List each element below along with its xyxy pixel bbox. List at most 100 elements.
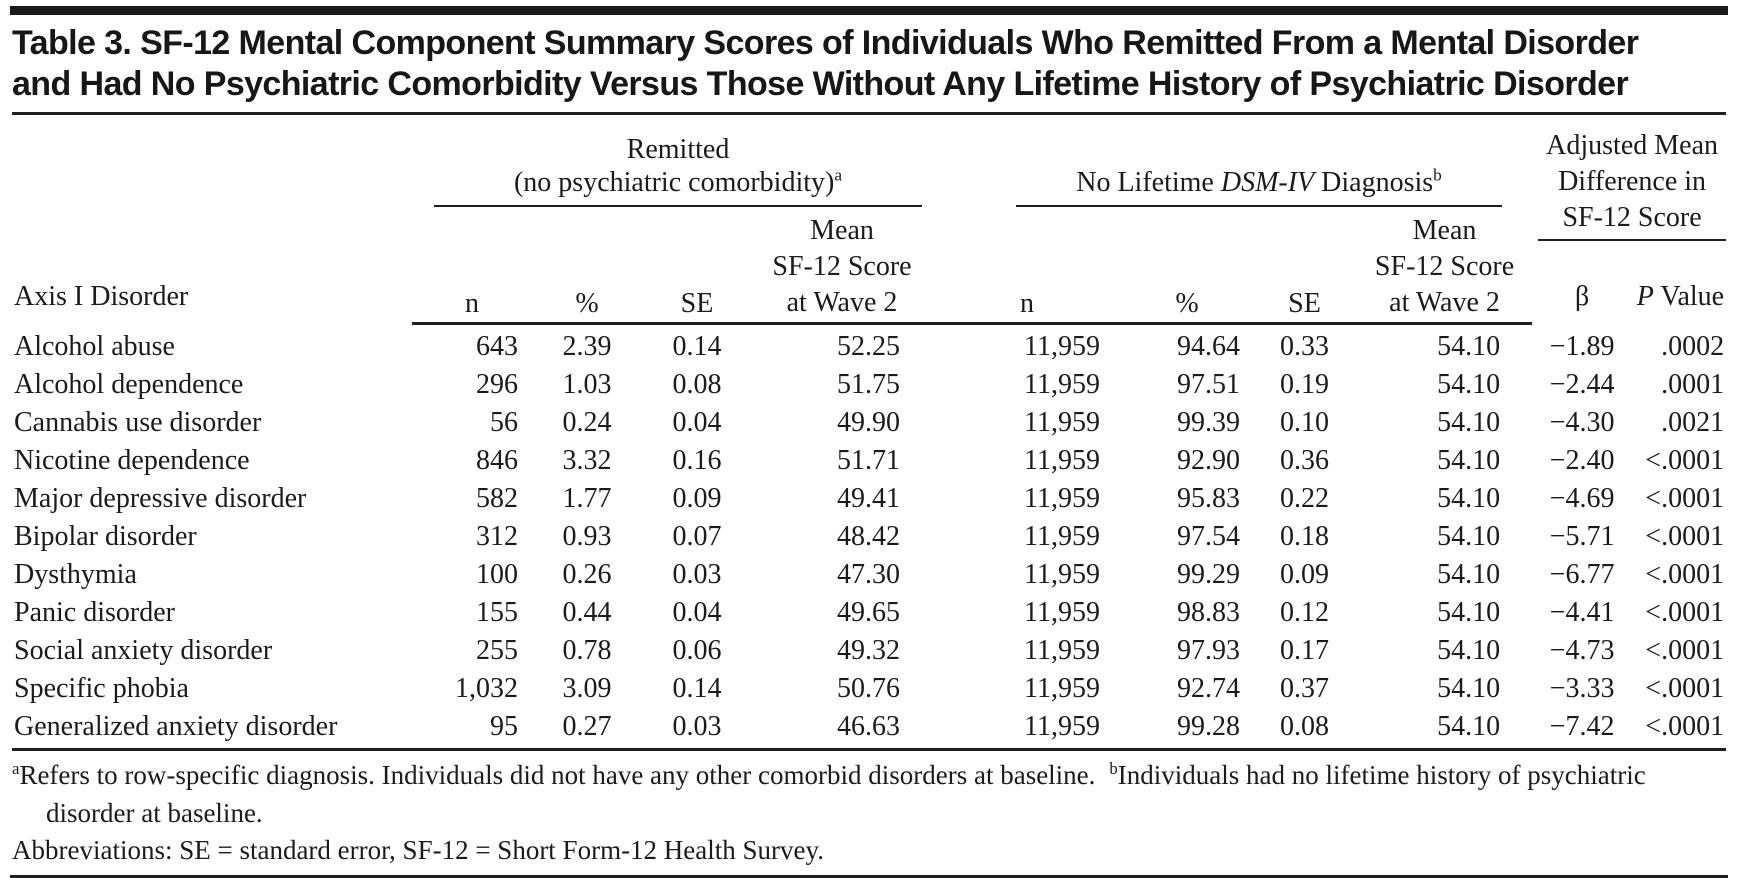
cell-beta: −4.73 <box>1549 635 1615 667</box>
adjusted-line2: Difference in <box>1558 165 1707 197</box>
cell-remitted-mean: 48.42 <box>837 521 901 553</box>
table-row: Major depressive disorder 582 1.77 0.09 … <box>12 480 1726 518</box>
cell-remitted-n: 56 <box>490 407 518 439</box>
cell-remitted-se: 0.14 <box>672 331 722 363</box>
cell-p-value: .0021 <box>1661 407 1725 439</box>
footnotes: aRefers to row-specific diagnosis. Indiv… <box>12 757 1726 869</box>
cell-p-value: <.0001 <box>1645 559 1725 591</box>
column-header-remitted-mean: Mean SF-12 Score at Wave 2 <box>752 206 933 326</box>
cell-disorder: Specific phobia <box>14 673 189 705</box>
table-row: Nicotine dependence 846 3.32 0.16 51.71 … <box>12 442 1726 480</box>
cell-remitted-pct: 1.77 <box>562 483 612 515</box>
stub-column-header: Axis I Disorder <box>14 280 189 312</box>
column-header-nolifetime-se: SE <box>1252 206 1358 326</box>
cell-nolifetime-pct: 97.93 <box>1177 635 1241 667</box>
column-header-remitted-se: SE <box>642 206 752 326</box>
cell-remitted-se: 0.04 <box>672 597 722 629</box>
cell-remitted-pct: 3.09 <box>562 673 612 705</box>
cell-nolifetime-se: 0.10 <box>1280 407 1330 439</box>
cell-p-value: <.0001 <box>1645 445 1725 477</box>
cell-remitted-pct: 0.78 <box>562 635 612 667</box>
footnote-marker-a: a <box>834 165 843 185</box>
cell-nolifetime-mean: 54.10 <box>1437 673 1501 705</box>
cell-nolifetime-pct: 92.90 <box>1177 445 1241 477</box>
column-header-remitted-n: n <box>412 206 532 326</box>
cell-disorder: Panic disorder <box>14 597 175 629</box>
cell-remitted-n: 95 <box>412 708 532 752</box>
cell-nolifetime-n: 11,959 <box>1024 369 1101 401</box>
cell-remitted-pct: 0.24 <box>562 407 612 439</box>
cell-remitted-n: 312 <box>476 521 518 553</box>
cell-disorder: Alcohol abuse <box>14 330 175 362</box>
cell-remitted-n: 100 <box>476 559 518 591</box>
column-header-nolifetime-pct: % <box>1122 206 1253 326</box>
cell-nolifetime-n: 11,959 <box>1024 445 1101 477</box>
cell-p-value: <.0001 <box>1645 635 1725 667</box>
table-row: Generalized anxiety disorder 95 0.27 0.0… <box>12 708 1727 752</box>
table-row: Cannabis use disorder 56 0.24 0.04 49.90… <box>12 404 1726 442</box>
paper-table-page: Table 3. SF-12 Mental Component Summary … <box>0 6 1738 878</box>
cell-beta: −2.44 <box>1549 369 1615 401</box>
cell-remitted-pct: 2.39 <box>562 331 612 363</box>
cell-remitted-pct: 0.44 <box>562 597 612 629</box>
cell-remitted-pct: 0.27 <box>532 708 642 752</box>
cell-nolifetime-n: 11,959 <box>1024 559 1101 591</box>
cell-disorder: Dysthymia <box>14 559 137 591</box>
cell-remitted-se: 0.03 <box>672 559 722 591</box>
cell-p-value: .0002 <box>1661 330 1725 362</box>
cell-remitted-n: 1,032 <box>455 673 518 705</box>
table-title-line1: Table 3. SF-12 Mental Component Summary … <box>12 24 1639 62</box>
group-header-remitted: Remitted (no psychiatric comorbidity)a <box>412 115 932 207</box>
cell-beta: −2.40 <box>1549 445 1615 477</box>
cell-nolifetime-mean: 54.10 <box>1357 708 1533 752</box>
adjusted-line3: SF-12 Score <box>1562 201 1702 233</box>
cell-nolifetime-se: 0.08 <box>1252 708 1358 752</box>
cell-remitted-n: 155 <box>476 597 518 629</box>
cell-nolifetime-pct: 99.29 <box>1177 559 1241 591</box>
cell-nolifetime-se: 0.22 <box>1280 483 1330 515</box>
cell-beta: −6.77 <box>1549 559 1615 591</box>
cell-nolifetime-pct: 95.83 <box>1177 483 1241 515</box>
cell-nolifetime-pct: 99.28 <box>1122 708 1253 752</box>
cell-nolifetime-mean: 54.10 <box>1437 559 1501 591</box>
cell-nolifetime-se: 0.18 <box>1280 521 1330 553</box>
abbreviations-note: Abbreviations: SE = standard error, SF-1… <box>12 834 825 865</box>
cell-remitted-mean: 50.76 <box>837 673 901 705</box>
cell-nolifetime-n: 11,959 <box>932 708 1123 752</box>
cell-remitted-se: 0.16 <box>672 445 722 477</box>
table-row: Specific phobia 1,032 3.09 0.14 50.76 11… <box>12 670 1726 708</box>
footnote-b-marker: b <box>1109 759 1118 779</box>
table-title: Table 3. SF-12 Mental Component Summary … <box>12 23 1726 115</box>
cell-nolifetime-mean: 54.10 <box>1437 521 1501 553</box>
data-table: Axis I Disorder Remitted (no psychiatric… <box>12 115 1727 752</box>
cell-nolifetime-n: 11,959 <box>1024 635 1101 667</box>
cell-p-value: <.0001 <box>1645 483 1725 515</box>
cell-remitted-mean: 47.30 <box>837 559 901 591</box>
cell-nolifetime-pct: 98.83 <box>1177 597 1241 629</box>
cell-remitted-n: 255 <box>476 635 518 667</box>
cell-remitted-se: 0.14 <box>672 673 722 705</box>
cell-beta: −4.69 <box>1549 483 1615 515</box>
cell-remitted-mean: 49.32 <box>837 635 901 667</box>
cell-p-value: <.0001 <box>1645 521 1725 553</box>
cell-disorder: Social anxiety disorder <box>14 635 273 667</box>
footnote-b-text: Individuals had no lifetime history of p… <box>46 760 1646 828</box>
cell-remitted-mean: 51.75 <box>837 369 901 401</box>
cell-remitted-n: 296 <box>476 369 518 401</box>
cell-remitted-se: 0.09 <box>672 483 722 515</box>
cell-beta: −4.30 <box>1549 407 1615 439</box>
cell-remitted-se: 0.03 <box>642 708 752 752</box>
column-header-nolifetime-n: n <box>932 206 1123 326</box>
cell-nolifetime-se: 0.37 <box>1280 673 1330 705</box>
adjusted-line1: Adjusted Mean <box>1546 129 1718 161</box>
table-row: Alcohol dependence 296 1.03 0.08 51.75 1… <box>12 366 1726 404</box>
table-title-line2: and Had No Psychiatric Comorbidity Versu… <box>12 65 1629 104</box>
column-header-p-value: P Value <box>1636 280 1725 312</box>
cell-nolifetime-se: 0.12 <box>1280 597 1330 629</box>
top-rule-bar <box>10 6 1728 15</box>
cell-nolifetime-mean: 54.10 <box>1437 483 1501 515</box>
cell-nolifetime-se: 0.09 <box>1280 559 1330 591</box>
cell-nolifetime-pct: 94.64 <box>1177 331 1241 363</box>
cell-remitted-mean: 51.71 <box>837 445 901 477</box>
cell-nolifetime-se: 0.33 <box>1280 331 1330 363</box>
